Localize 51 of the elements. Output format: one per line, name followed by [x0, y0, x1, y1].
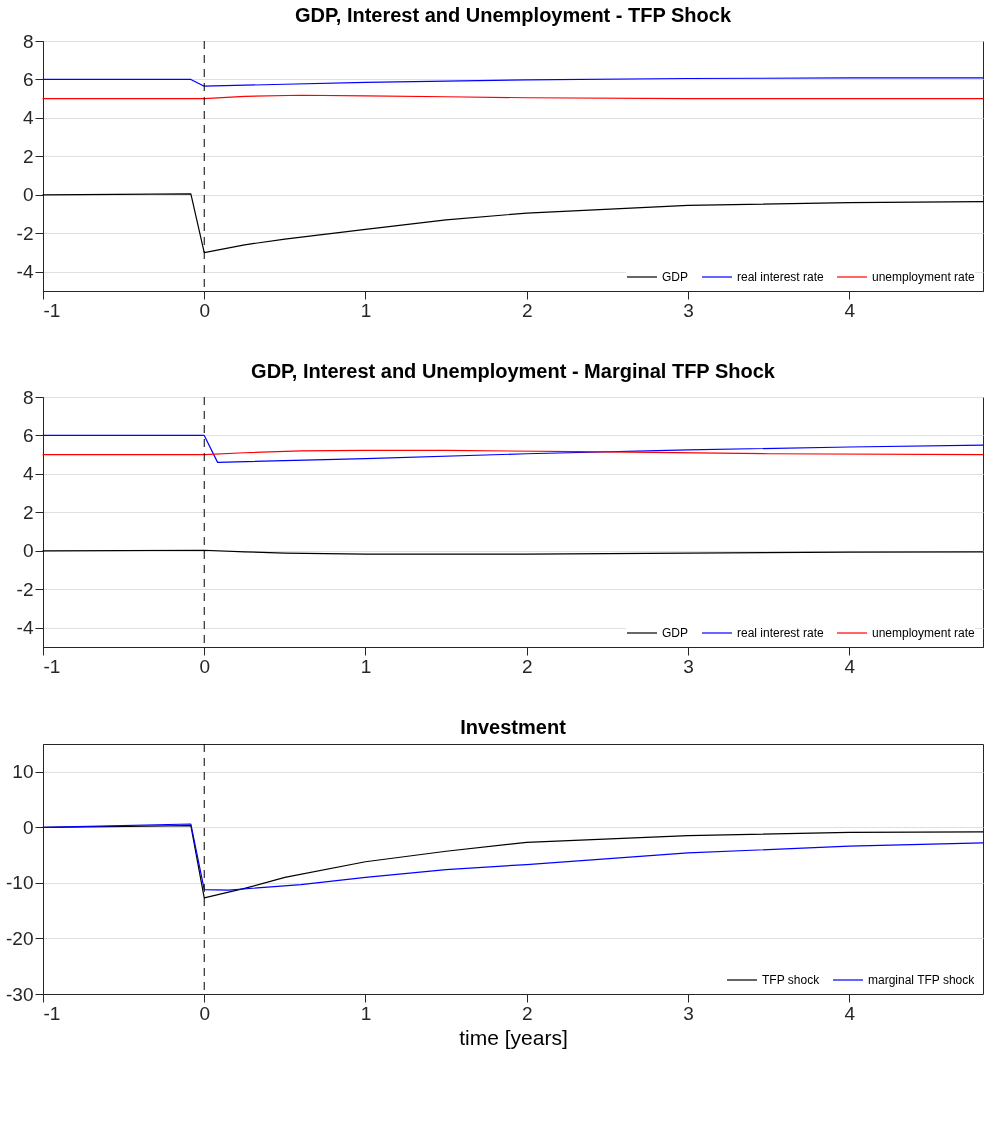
- x-tick-label: 0: [199, 655, 211, 677]
- y-tick-label: -20: [6, 927, 34, 949]
- y-tick-label: -10: [6, 872, 34, 894]
- y-tick-label: 0: [22, 816, 34, 838]
- x-tick-label: -1: [43, 655, 61, 677]
- y-tick-label: 2: [22, 145, 34, 167]
- x-tick-label: 3: [683, 1002, 694, 1024]
- y-tick-label: 10: [12, 761, 34, 783]
- legend-label: real interest rate: [737, 626, 825, 640]
- y-tick-label: 8: [22, 30, 34, 52]
- legend-label: unemployment rate: [872, 270, 976, 284]
- y-tick-label: 4: [22, 107, 34, 129]
- x-tick-label: 3: [683, 655, 694, 677]
- y-tick-label: -4: [16, 261, 34, 283]
- legend-label: GDP: [662, 626, 689, 640]
- x-tick-label: 4: [844, 655, 856, 677]
- x-tick-label: 4: [844, 299, 856, 321]
- x-tick-label: 1: [360, 655, 372, 677]
- x-tick-label: -1: [43, 299, 61, 321]
- legend-label: marginal TFP shock: [868, 973, 976, 987]
- legend-label: unemployment rate: [872, 626, 976, 640]
- chart-title: GDP, Interest and Unemployment - TFP Shock: [294, 4, 732, 26]
- legend-label: real interest rate: [737, 270, 825, 284]
- y-tick-label: -2: [16, 578, 34, 600]
- x-tick-label: 0: [199, 299, 211, 321]
- x-tick-label: 2: [521, 655, 533, 677]
- y-tick-label: -30: [6, 983, 34, 1005]
- y-tick-label: 6: [22, 424, 34, 446]
- line-series: [42, 77, 984, 87]
- legend-label: GDP: [662, 270, 689, 284]
- y-tick-label: -2: [16, 222, 34, 244]
- y-tick-label: 8: [22, 386, 34, 408]
- x-tick-label: 4: [844, 1002, 856, 1024]
- chart-title: Investment: [460, 715, 567, 738]
- x-tick-label: 2: [521, 299, 533, 321]
- chart-title: GDP, Interest and Unemployment - Marginal TFP Shock: [251, 360, 776, 382]
- legend-label: TFP shock: [762, 973, 821, 987]
- x-axis-title: time [years]: [459, 1025, 568, 1049]
- y-tick-label: 6: [22, 68, 34, 90]
- y-tick-label: 0: [22, 184, 34, 206]
- x-tick-label: 2: [521, 1002, 533, 1024]
- y-tick-label: 2: [22, 501, 34, 523]
- y-tick-label: 0: [22, 540, 34, 562]
- x-tick-label: 3: [683, 299, 694, 321]
- x-tick-label: 1: [360, 299, 372, 321]
- y-tick-label: -4: [16, 617, 34, 639]
- x-tick-label: 0: [199, 1002, 211, 1024]
- line-series: [42, 434, 984, 463]
- x-tick-label: -1: [43, 1002, 61, 1024]
- x-tick-label: 1: [360, 1002, 372, 1024]
- y-tick-label: 4: [22, 463, 34, 485]
